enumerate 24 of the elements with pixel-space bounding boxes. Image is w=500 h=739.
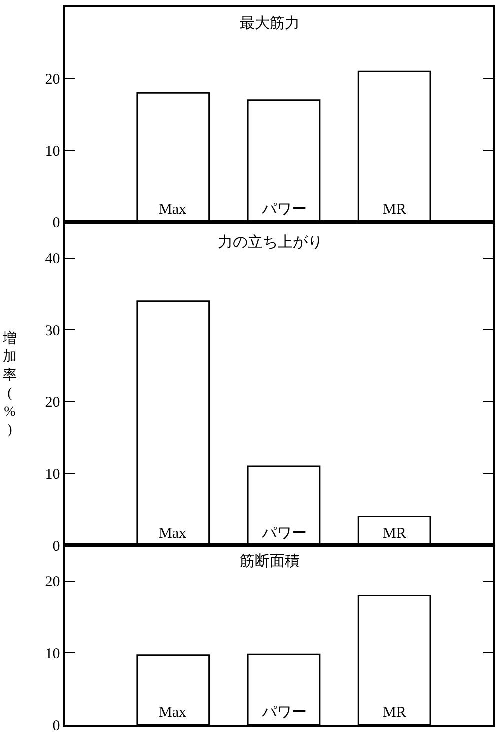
y-tick-label: 0 — [52, 718, 60, 734]
y-axis-title: 増加率(%) — [2, 330, 17, 438]
x-tick-label: パワー — [261, 526, 307, 542]
y-tick-label: 0 — [52, 538, 60, 555]
y-tick-label: 20 — [45, 72, 60, 88]
x-tick-label: Max — [159, 202, 187, 218]
x-tick-label: MR — [383, 705, 406, 721]
y-tick-label: 20 — [45, 395, 60, 412]
text: 力の立ち上がり — [218, 234, 323, 251]
y-tick-label: 20 — [45, 574, 60, 591]
y-tick-label: 10 — [45, 144, 60, 160]
x-tick-label: Max — [159, 526, 187, 542]
x-tick-label: MR — [383, 526, 406, 542]
x-tick-label: MR — [383, 202, 406, 218]
y-tick-label: 30 — [45, 323, 60, 340]
text: 最大筋力 — [240, 15, 300, 32]
y-tick-label: 0 — [52, 216, 60, 232]
y-tick-label: 10 — [45, 646, 60, 662]
y-tick-label: 40 — [45, 252, 60, 268]
text: 筋断面積 — [240, 553, 300, 570]
x-tick-label: Max — [159, 705, 187, 721]
x-tick-label: パワー — [261, 202, 307, 218]
x-tick-label: パワー — [261, 705, 307, 721]
y-tick-label: 10 — [45, 466, 60, 483]
